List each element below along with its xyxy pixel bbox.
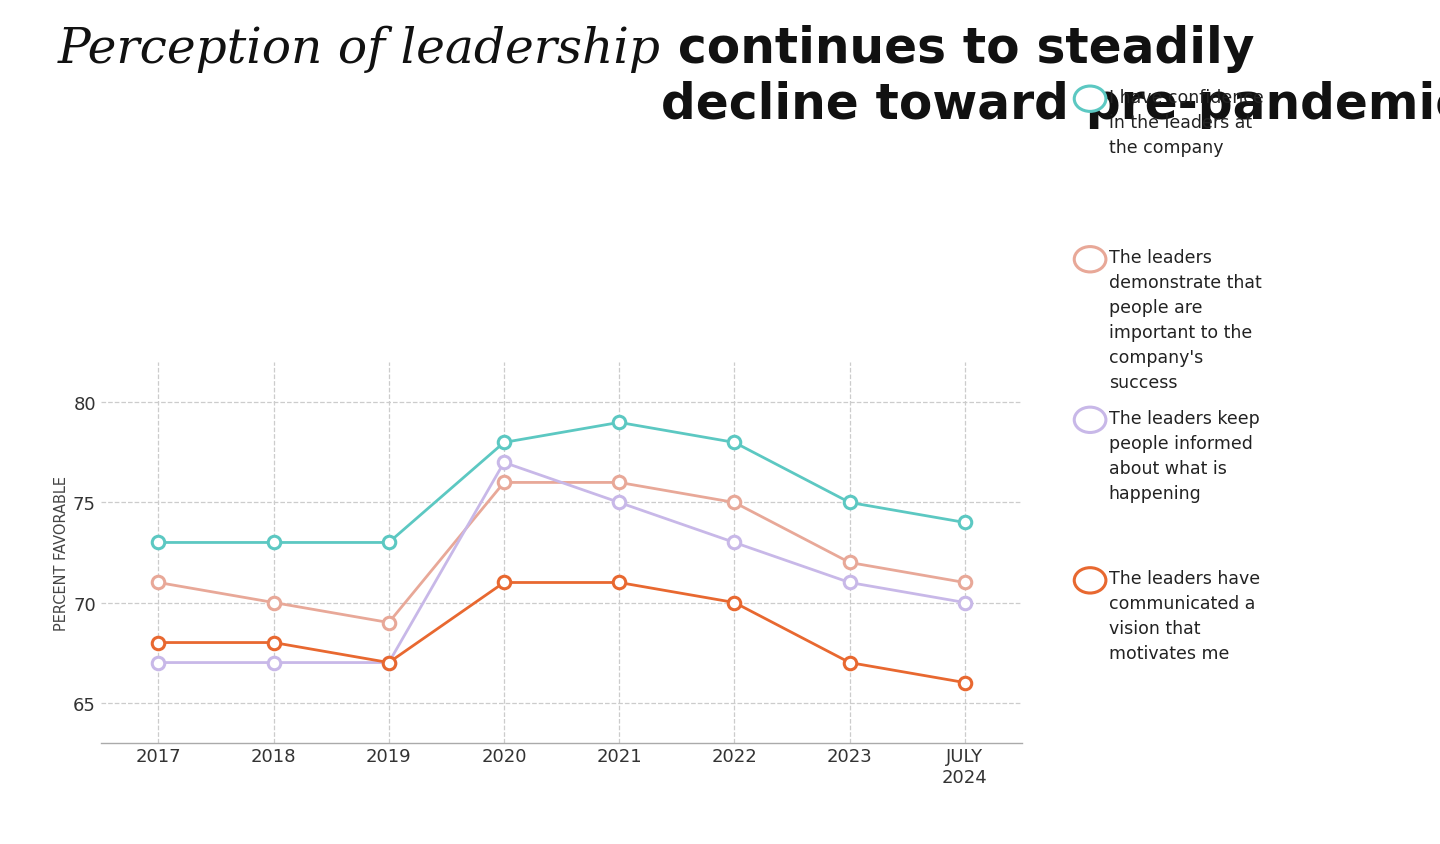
Text: I have confidence
in the leaders at
the company: I have confidence in the leaders at the … [1109,89,1263,156]
Text: The leaders keep
people informed
about what is
happening: The leaders keep people informed about w… [1109,409,1260,502]
Text: The leaders have
communicated a
vision that
motivates me: The leaders have communicated a vision t… [1109,570,1260,663]
Text: continues to steadily
decline toward pre-pandemic levels: continues to steadily decline toward pre… [661,25,1440,129]
Y-axis label: PERCENT FAVORABLE: PERCENT FAVORABLE [55,475,69,630]
Text: The leaders
demonstrate that
people are
important to the
company's
success: The leaders demonstrate that people are … [1109,249,1261,392]
Text: Perception of leadership: Perception of leadership [58,25,661,73]
